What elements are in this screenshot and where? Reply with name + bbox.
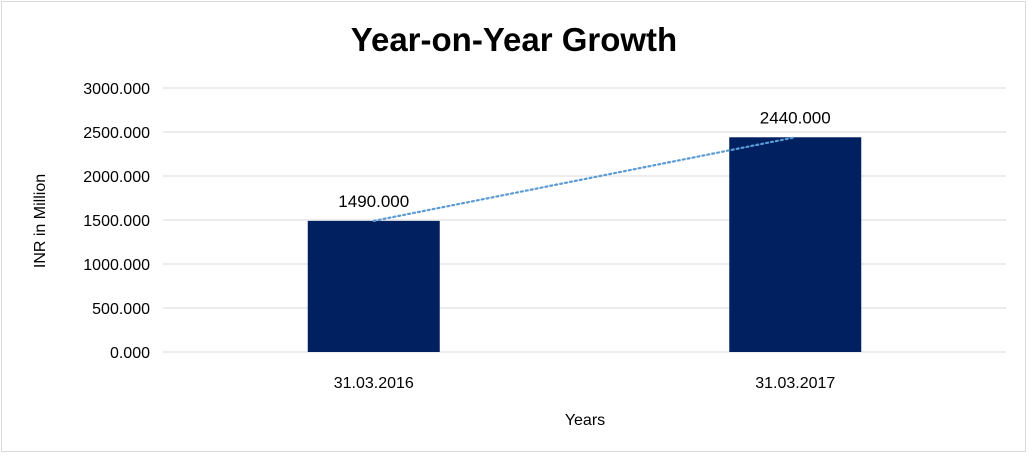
y-tick-label: 2000.000 <box>83 169 150 186</box>
chart-title: Year-on-Year Growth <box>351 21 677 58</box>
gridlines <box>163 87 1006 353</box>
data-label: 1490.000 <box>338 192 409 211</box>
y-axis-label: INR in Million <box>32 174 49 268</box>
y-tick-label: 0.000 <box>110 345 150 362</box>
x-axis-label: Years <box>565 412 605 429</box>
data-label: 2440.000 <box>760 108 831 127</box>
y-tick-label: 500.000 <box>92 301 150 318</box>
y-tick-label: 3000.000 <box>83 81 150 98</box>
bar <box>729 137 862 352</box>
trendline <box>372 136 797 222</box>
axis-ticks: 0.000 500.000 1000.000 1500.000 2000.000 2500… <box>83 81 835 392</box>
y-tick-label: 1500.000 <box>83 213 150 230</box>
y-tick-label: 1000.000 <box>83 257 150 274</box>
data-labels: 1490.000 2440.000 <box>338 108 830 211</box>
x-tick-label: 31.03.2017 <box>755 375 835 392</box>
trendline-path <box>372 136 797 222</box>
bars <box>307 137 862 352</box>
x-tick-label: 31.03.2016 <box>334 375 414 392</box>
bar <box>307 220 440 352</box>
y-tick-label: 2500.000 <box>83 125 150 142</box>
